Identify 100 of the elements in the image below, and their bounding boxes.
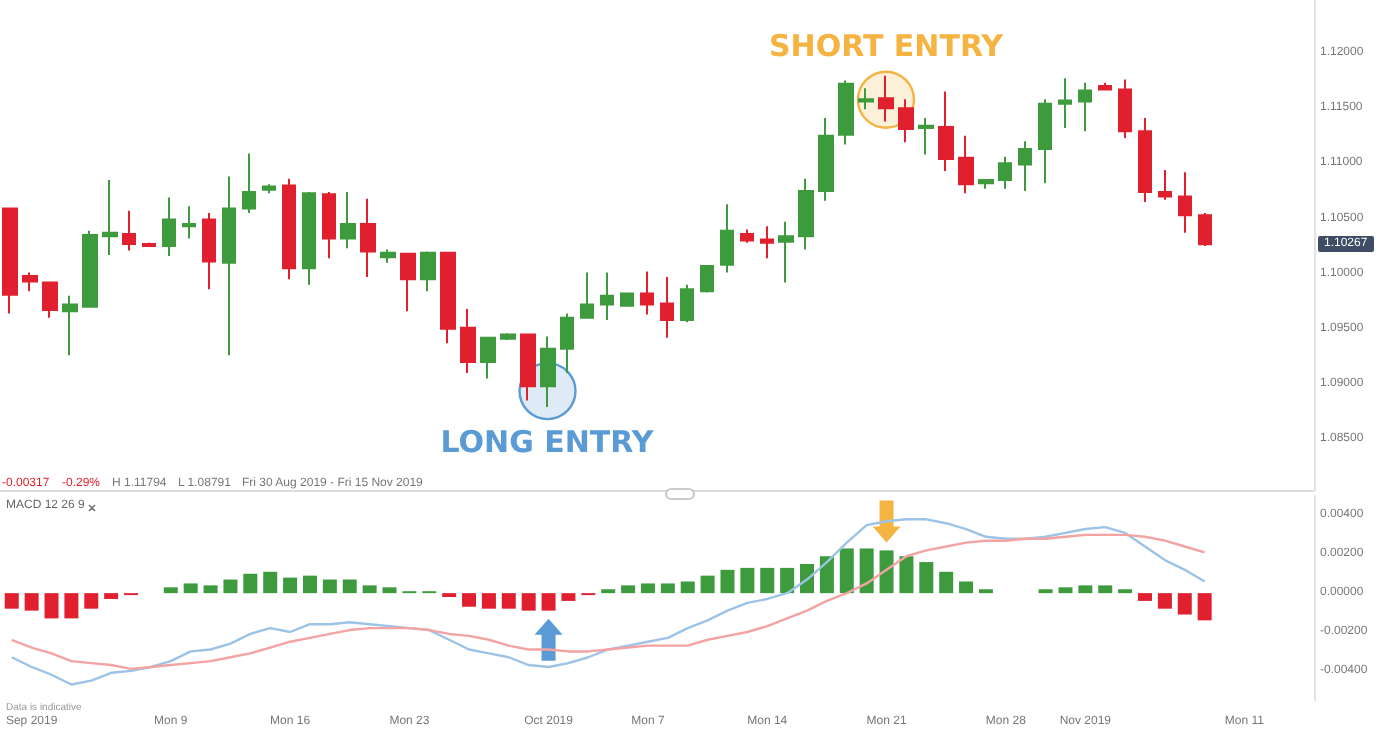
candlestick <box>162 196 176 258</box>
candlestick <box>302 191 316 286</box>
bar <box>959 581 974 594</box>
candlestick <box>420 250 436 293</box>
bar <box>342 579 357 594</box>
bar <box>263 571 278 594</box>
candlestick <box>700 264 714 294</box>
bar <box>243 573 258 594</box>
candlestick <box>878 74 894 123</box>
bar <box>302 575 317 594</box>
candlestick <box>720 203 734 274</box>
candlestick <box>818 117 834 202</box>
candlestick <box>182 205 196 240</box>
bar <box>899 556 914 594</box>
candlestick <box>62 294 78 357</box>
bar <box>1197 593 1212 621</box>
candlestick <box>1178 171 1192 234</box>
line-series <box>10 533 1206 671</box>
bar <box>740 567 755 594</box>
bar <box>1058 587 1073 594</box>
candlestick <box>640 270 654 316</box>
candlestick <box>760 225 774 260</box>
candlestick <box>102 178 118 256</box>
candlestick <box>938 90 954 173</box>
candlestick <box>480 336 496 380</box>
candlestick <box>400 251 416 313</box>
bar <box>561 593 576 601</box>
candlestick <box>1138 117 1152 203</box>
bar <box>660 583 675 594</box>
candlestick <box>2 206 18 315</box>
bar <box>163 587 178 594</box>
candlestick <box>1118 78 1132 139</box>
bar <box>1138 593 1153 601</box>
candlestick <box>1038 98 1052 185</box>
candlestick <box>142 241 156 248</box>
bar <box>680 581 695 594</box>
bar <box>1177 593 1192 615</box>
candlestick <box>42 281 58 319</box>
bar <box>1157 593 1172 609</box>
candlestick <box>858 87 874 111</box>
candlestick <box>898 98 914 144</box>
bar <box>322 579 337 594</box>
bar <box>760 567 775 594</box>
bar <box>382 587 397 594</box>
candlestick <box>222 175 236 357</box>
candlestick <box>798 177 814 251</box>
candlestick <box>82 229 98 308</box>
bar <box>640 583 655 594</box>
bar <box>700 575 715 594</box>
candlestick <box>520 333 536 402</box>
candlestick <box>958 134 974 195</box>
bar <box>859 548 874 594</box>
bar <box>819 556 834 594</box>
bar <box>104 593 119 599</box>
bar <box>24 593 39 611</box>
candlestick <box>500 332 516 341</box>
candlestick <box>1198 212 1212 248</box>
bar <box>939 571 954 594</box>
candlestick <box>1078 81 1092 133</box>
bar <box>4 593 19 609</box>
candlestick <box>998 155 1012 190</box>
bar <box>839 548 854 594</box>
candlestick <box>22 271 38 293</box>
bar <box>223 579 238 594</box>
bar <box>521 593 536 611</box>
candlestick <box>778 220 794 284</box>
candlestick <box>282 177 296 281</box>
candlestick <box>660 276 674 339</box>
candlestick <box>202 212 216 291</box>
candlestick <box>1058 77 1072 130</box>
bar <box>621 585 636 594</box>
candlestick <box>380 248 396 264</box>
candlestick <box>540 335 556 409</box>
bar <box>720 569 735 594</box>
bar <box>283 577 298 594</box>
candlestick <box>440 251 456 345</box>
candlestick <box>242 152 256 214</box>
candlestick <box>740 228 754 244</box>
bar <box>362 585 377 594</box>
annotation: SHORT ENTRY <box>768 27 1004 64</box>
bar <box>462 593 477 607</box>
candlestick <box>978 178 994 190</box>
bar <box>481 593 496 609</box>
bar <box>541 593 556 611</box>
candlestick <box>1018 140 1032 192</box>
bar <box>780 567 795 594</box>
candlestick <box>122 209 136 252</box>
bar <box>1078 585 1093 594</box>
candlestick <box>620 292 634 308</box>
candlestick <box>1098 81 1112 91</box>
candlestick <box>360 197 376 278</box>
candlestick <box>1158 168 1172 201</box>
bar <box>203 585 218 594</box>
bar <box>879 550 894 594</box>
bar <box>919 562 934 594</box>
candlestick <box>560 312 574 375</box>
candlestick <box>600 271 614 322</box>
annotation: LONG ENTRY <box>440 423 654 460</box>
bar <box>44 593 59 619</box>
candlestick <box>918 117 934 156</box>
